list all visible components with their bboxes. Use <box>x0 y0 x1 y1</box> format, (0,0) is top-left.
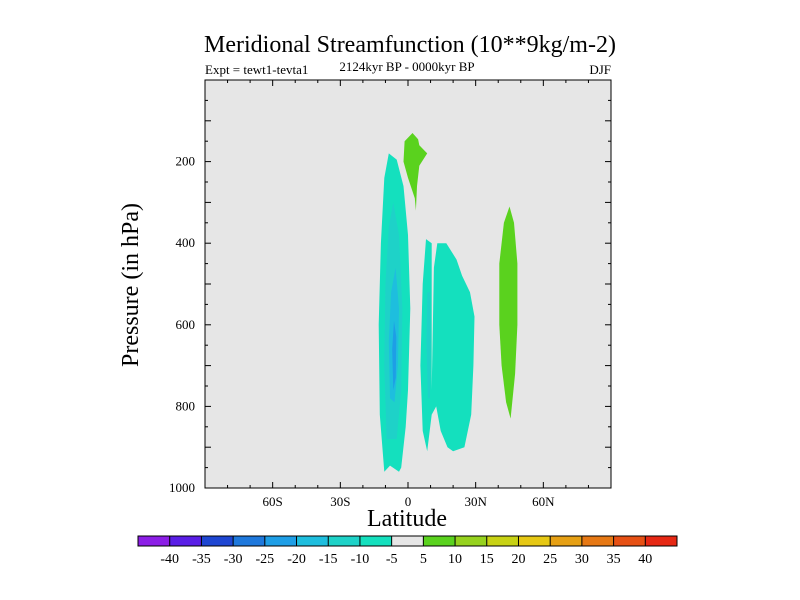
x-axis-label: Latitude <box>367 506 447 532</box>
colorbar-label: -15 <box>319 552 338 567</box>
colorbar-swatch <box>550 536 583 546</box>
colorbar-swatch <box>264 536 297 546</box>
colorbar-swatch <box>391 536 424 546</box>
x-tick-label: 60N <box>532 494 555 509</box>
colorbar-label: -5 <box>386 552 398 567</box>
colorbar-label: -25 <box>255 552 274 567</box>
y-tick-label: 400 <box>176 235 196 250</box>
colorbar-label: -40 <box>160 552 179 567</box>
colorbar-swatch <box>613 536 646 546</box>
colorbar-swatch <box>423 536 456 546</box>
contour-region-tropical-cell <box>420 239 475 452</box>
colorbar-swatch <box>455 536 488 546</box>
contour-regions <box>378 133 518 472</box>
x-axis: 60S 30S 0 30N 60N <box>204 80 612 509</box>
colorbar-label: 30 <box>575 552 589 567</box>
x-tick-label: 30N <box>464 494 487 509</box>
colorbar-label: 10 <box>448 552 462 567</box>
colorbar-swatch <box>169 536 202 546</box>
colorbar-swatch <box>296 536 329 546</box>
season-label: DJF <box>589 62 611 77</box>
colorbar-swatch <box>138 536 171 546</box>
experiment-label: Expt = tewt1-tevta1 <box>205 62 308 77</box>
colorbar-swatch <box>645 536 678 546</box>
colorbar-label: -30 <box>224 552 243 567</box>
colorbar-label: 40 <box>638 552 652 567</box>
y-tick-label: 800 <box>176 398 196 413</box>
contour-region-upper-positive-cell <box>403 133 428 211</box>
contour-region-northern-positive-cell <box>499 206 518 419</box>
colorbar: -40 -35 -30 -25 -20 -15 -10 -5 5 10 15 20 25 30 35 40 <box>137 535 678 567</box>
colorbar-label: -20 <box>287 552 306 567</box>
colorbar-swatch <box>518 536 551 546</box>
colorbar-swatch <box>201 536 234 546</box>
colorbar-label: -35 <box>192 552 211 567</box>
colorbar-frame <box>137 535 678 547</box>
chart-title: Meridional Streamfunction (10**9kg/m-2) <box>204 32 616 58</box>
y-axis-label: Pressure (in hPa) <box>118 203 144 367</box>
colorbar-swatch <box>233 536 266 546</box>
colorbar-swatch <box>581 536 614 546</box>
colorbar-label: 25 <box>543 552 557 567</box>
y-tick-label: 600 <box>176 317 196 332</box>
colorbar-label: -10 <box>351 552 370 567</box>
contour-region-southern-cell-core <box>392 320 397 391</box>
chart-subtitle: 2124kyr BP - 0000kyr BP <box>339 59 474 74</box>
colorbar-label: 15 <box>480 552 494 567</box>
x-tick-label: 60S <box>263 494 283 509</box>
colorbar-swatch <box>359 536 392 546</box>
x-tick-label: 30S <box>330 494 350 509</box>
contour-region-tropical-cell-inner <box>426 292 431 399</box>
y-tick-label: 1000 <box>169 480 195 495</box>
colorbar-swatch <box>486 536 519 546</box>
colorbar-label: 20 <box>511 552 525 567</box>
colorbar-label: 35 <box>607 552 621 567</box>
y-tick-label: 200 <box>176 154 196 169</box>
y-axis: 200 400 600 800 1000 <box>169 79 611 495</box>
colorbar-swatch <box>328 536 361 546</box>
x-tick-label: 0 <box>405 494 412 509</box>
colorbar-label: 5 <box>420 552 427 567</box>
